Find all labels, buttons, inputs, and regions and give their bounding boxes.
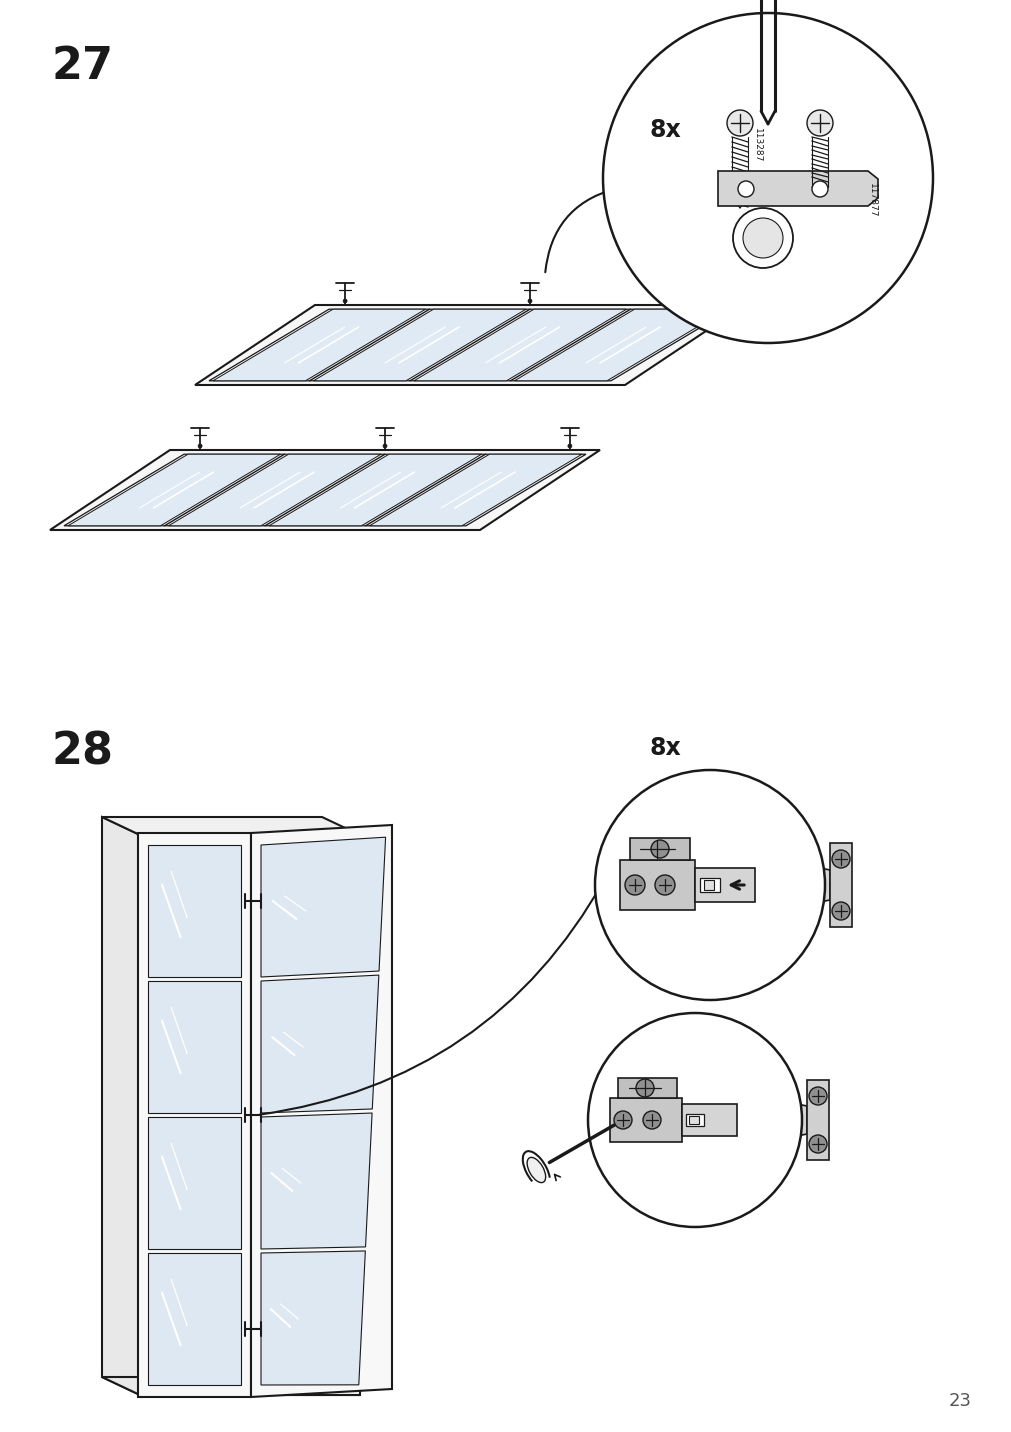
Polygon shape — [148, 845, 241, 977]
Circle shape — [808, 1087, 826, 1106]
Circle shape — [343, 299, 347, 304]
Polygon shape — [618, 1078, 676, 1098]
Polygon shape — [717, 170, 878, 206]
Polygon shape — [610, 1098, 681, 1141]
Circle shape — [614, 1111, 632, 1128]
Polygon shape — [819, 868, 829, 902]
Circle shape — [650, 841, 668, 858]
Polygon shape — [148, 981, 241, 1113]
Polygon shape — [50, 450, 600, 530]
Circle shape — [806, 110, 832, 136]
Text: 8x: 8x — [649, 736, 681, 760]
Polygon shape — [369, 454, 581, 526]
Polygon shape — [685, 1114, 704, 1126]
Text: 117877: 117877 — [867, 183, 877, 218]
Circle shape — [811, 180, 827, 198]
Circle shape — [594, 770, 824, 1000]
Polygon shape — [797, 1104, 806, 1136]
Polygon shape — [261, 975, 378, 1113]
Circle shape — [642, 1111, 660, 1128]
Circle shape — [528, 299, 532, 304]
Circle shape — [635, 1078, 653, 1097]
Circle shape — [742, 218, 783, 258]
Polygon shape — [413, 309, 626, 381]
Circle shape — [831, 851, 849, 868]
Polygon shape — [620, 861, 695, 909]
Polygon shape — [212, 309, 425, 381]
Polygon shape — [148, 1117, 241, 1249]
Polygon shape — [700, 878, 719, 892]
Ellipse shape — [527, 1157, 545, 1183]
Circle shape — [737, 180, 753, 198]
Text: 8x: 8x — [649, 117, 681, 142]
Text: 28: 28 — [52, 730, 114, 773]
Polygon shape — [704, 881, 714, 891]
Polygon shape — [695, 868, 754, 902]
Circle shape — [654, 875, 674, 895]
Polygon shape — [688, 1116, 699, 1124]
Polygon shape — [251, 825, 391, 1398]
Circle shape — [831, 902, 849, 919]
Polygon shape — [269, 454, 481, 526]
Polygon shape — [313, 309, 526, 381]
Polygon shape — [261, 1252, 365, 1385]
Text: 23: 23 — [948, 1392, 971, 1411]
Circle shape — [625, 875, 644, 895]
Circle shape — [808, 1136, 826, 1153]
Polygon shape — [68, 454, 280, 526]
Polygon shape — [806, 1080, 828, 1160]
Circle shape — [567, 444, 571, 448]
Polygon shape — [148, 1253, 241, 1385]
Polygon shape — [209, 309, 730, 381]
Polygon shape — [169, 454, 380, 526]
Polygon shape — [261, 1113, 372, 1249]
Circle shape — [726, 110, 752, 136]
Circle shape — [732, 208, 793, 268]
Polygon shape — [140, 835, 360, 1395]
Polygon shape — [514, 309, 726, 381]
Circle shape — [587, 1012, 801, 1227]
Circle shape — [603, 13, 932, 344]
Polygon shape — [137, 833, 251, 1398]
Polygon shape — [261, 838, 385, 977]
Polygon shape — [195, 305, 744, 385]
Circle shape — [198, 444, 202, 448]
Polygon shape — [102, 818, 140, 1395]
Circle shape — [712, 299, 716, 304]
Text: 27: 27 — [52, 44, 114, 87]
Text: 113287: 113287 — [752, 127, 761, 162]
Polygon shape — [64, 454, 585, 526]
Polygon shape — [829, 843, 851, 927]
Circle shape — [382, 444, 386, 448]
Polygon shape — [681, 1104, 736, 1136]
Polygon shape — [102, 818, 360, 835]
Polygon shape — [102, 1378, 360, 1395]
Polygon shape — [630, 838, 690, 861]
